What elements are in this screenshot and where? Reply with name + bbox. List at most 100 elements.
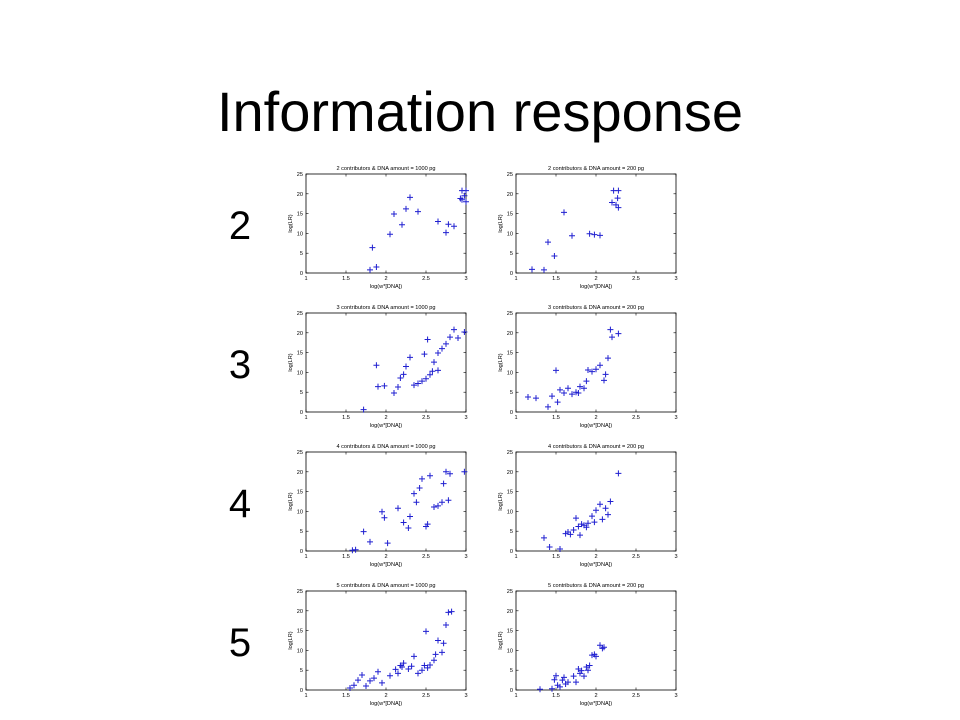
data-point [575,666,582,673]
data-point [585,520,591,527]
x-axis-label: log(w*[DNA]) [580,701,612,707]
x-tick-label: 1 [514,276,517,282]
data-point [432,651,439,658]
data-point [419,378,425,385]
x-tick-label: 2.5 [632,693,640,699]
data-point [369,244,376,251]
data-point [407,194,413,201]
x-tick-label: 1.5 [342,415,350,421]
y-axis-label: log(LR) [288,631,294,649]
data-point [399,221,405,228]
data-point [440,480,447,487]
data-point [391,389,397,396]
data-point [423,628,429,635]
data-point [445,497,452,504]
data-point [415,670,421,677]
data-point [403,363,409,370]
panel-title: 3 contributors & DNA amount = 200 pg [548,305,644,311]
data-point [347,685,353,692]
data-point [573,679,579,686]
plot-frame [515,451,677,552]
data-point [427,371,433,378]
y-tick-label: 0 [300,549,303,555]
x-axis-label: log(w*[DNA]) [370,562,402,568]
data-point [553,672,559,679]
panel-title: 4 contributors & DNA amount = 200 pg [548,444,644,450]
x-tick-label: 1 [304,276,307,282]
row-label-4-contributors: 4 [228,482,252,526]
x-tick-label: 1 [514,554,517,560]
scatter-panel: 2 contributors & DNA amount = 1000 pg 1 1.… [288,166,469,290]
data-point [423,375,429,382]
data-point [416,485,423,492]
data-point [583,378,590,385]
data-point [578,667,585,674]
data-point [407,354,413,361]
row-label-3-contributors: 3 [228,343,252,387]
data-point [615,204,622,211]
data-point [557,386,563,393]
x-axis-label: log(w*[DNA]) [580,562,612,568]
data-point [427,472,433,479]
y-tick-label: 5 [510,668,513,674]
plot-frame [305,590,467,691]
data-point [407,513,413,520]
x-axis-label: log(w*[DNA]) [370,423,402,429]
data-point [602,505,609,512]
data-point [381,382,388,389]
data-point [607,326,614,333]
data-point [551,252,558,259]
y-tick-label: 5 [300,529,303,535]
data-point [589,513,595,520]
plot-frame [305,173,467,274]
data-point [546,544,553,551]
data-point [525,393,531,400]
x-tick-label: 1.5 [342,554,350,560]
x-tick-label: 2 [594,415,597,421]
data-point [615,470,622,477]
data-point [541,266,547,273]
x-tick-label: 2.5 [422,554,430,560]
y-tick-label: 15 [507,490,513,496]
data-point [533,395,539,402]
y-tick-label: 20 [297,192,303,198]
data-point [549,685,555,692]
data-point [569,232,575,239]
scatter-panel: 4 contributors & DNA amount = 1000 pg 1 1.… [288,444,468,568]
panel-title: 4 contributors & DNA amount = 1000 pg [336,444,435,450]
data-point [447,334,453,341]
y-tick-label: 10 [507,509,513,515]
data-point [405,666,412,673]
panel-title: 2 contributors & DNA amount = 1000 pg [336,166,435,172]
y-tick-label: 0 [510,549,513,555]
x-tick-label: 3 [674,554,677,560]
x-tick-label: 2 [384,276,387,282]
y-tick-label: 0 [300,271,303,277]
data-point [589,368,595,375]
data-point [439,345,445,352]
y-tick-label: 20 [297,470,303,476]
data-point [429,368,436,375]
data-point [375,668,381,675]
y-tick-label: 15 [507,351,513,357]
x-tick-label: 2 [384,554,387,560]
data-point [593,507,599,514]
y-tick-label: 0 [510,688,513,694]
data-point [435,367,441,374]
data-point [392,666,399,673]
y-tick-label: 5 [300,668,303,674]
y-tick-label: 25 [297,172,303,178]
data-point [586,662,593,669]
data-point [557,683,563,690]
data-point [575,389,582,396]
data-point [367,677,373,684]
data-point [615,330,622,337]
panel-title: 2 contributors & DNA amount = 200 pg [548,166,644,172]
x-tick-label: 2.5 [422,415,430,421]
data-point [591,231,598,238]
x-tick-label: 3 [464,554,467,560]
data-point [570,673,577,680]
data-point [614,195,621,202]
y-tick-label: 15 [297,629,303,635]
data-point [367,266,373,273]
